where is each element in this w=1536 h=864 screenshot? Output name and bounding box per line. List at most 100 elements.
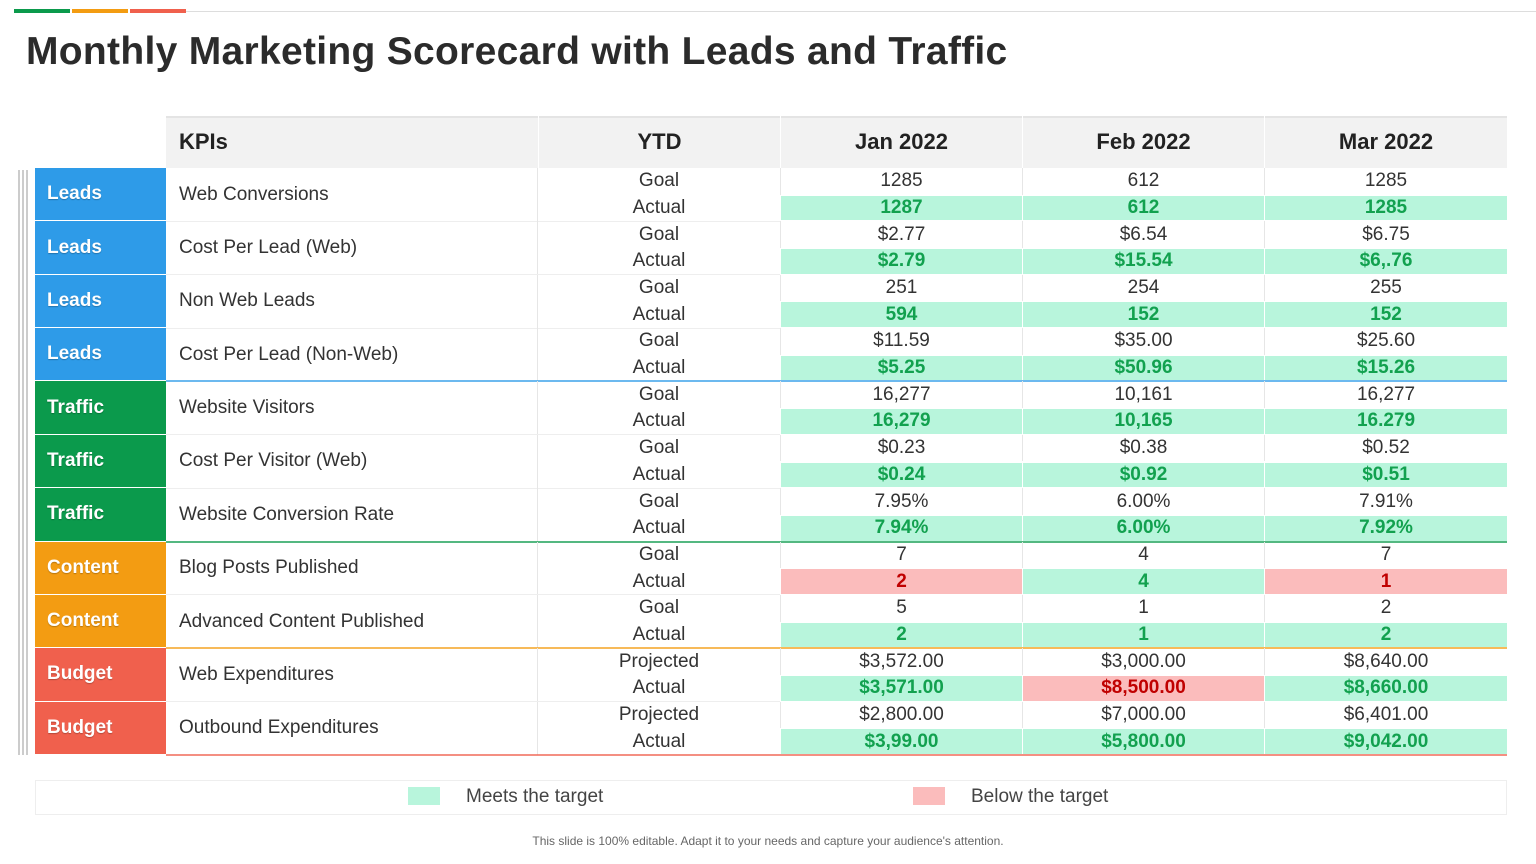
actual-cell: 2 (780, 569, 1022, 594)
category-cell: Traffic (35, 434, 166, 488)
line-label: Actual (632, 730, 686, 752)
line-label: Actual (632, 410, 686, 432)
line-label: Actual (632, 623, 686, 645)
goal-cell: 612 (1022, 168, 1264, 195)
kpi-cell: Cost Per Lead (Web) (166, 221, 538, 275)
actual-cell: $50.96 (1022, 355, 1264, 381)
group-rule (166, 380, 1507, 383)
goal-cell: $6,401.00 (1264, 701, 1507, 729)
line-label: Actual (632, 197, 686, 218)
header-cell: Feb 2022 (1022, 116, 1264, 168)
kpi-cell: Blog Posts Published (166, 541, 538, 595)
actual-cell: 16,279 (780, 409, 1022, 434)
kpi-cell: Website Conversion Rate (166, 488, 538, 542)
row-rule (166, 327, 780, 329)
accent-bar (130, 9, 186, 13)
actual-cell: 594 (780, 302, 1022, 328)
goal-cell: $0.38 (1022, 434, 1264, 462)
kpi-cell: Website Visitors (166, 381, 538, 435)
actual-cell: $3,571.00 (780, 675, 1022, 701)
line-label: Projected (618, 650, 700, 672)
header-bg (166, 116, 1507, 168)
footer-note: This slide is 100% editable. Adapt it to… (532, 834, 1004, 848)
line-label: Actual (632, 677, 686, 699)
goal-cell: 4 (1022, 541, 1264, 569)
actual-cell: 2 (780, 622, 1022, 648)
category-cell: Budget (35, 701, 166, 754)
row-rule (166, 594, 780, 596)
category-cell: Traffic (35, 488, 166, 541)
kpi-cell: Cost Per Visitor (Web) (166, 434, 538, 489)
legend-swatch (408, 787, 440, 805)
accent-bar (14, 9, 70, 13)
line-label: Goal (638, 597, 680, 619)
actual-cell: $8,660.00 (1264, 675, 1507, 701)
goal-cell: 1 (1022, 594, 1264, 622)
category-cell: Leads (35, 168, 166, 221)
line-label: Actual (632, 357, 686, 379)
goal-cell: $7,000.00 (1022, 701, 1264, 729)
line-label: Goal (638, 170, 680, 192)
goal-cell: $8,640.00 (1264, 648, 1507, 675)
category-cell: Budget (35, 648, 166, 701)
row-rule (166, 220, 780, 222)
goal-cell: 254 (1022, 274, 1264, 302)
goal-cell: 255 (1264, 274, 1507, 302)
kpi-cell: Web Conversions (166, 168, 538, 222)
actual-cell: $9,042.00 (1264, 729, 1507, 754)
actual-cell: 152 (1022, 302, 1264, 328)
goal-cell: 1285 (780, 168, 1022, 195)
header-cell: YTD (538, 116, 780, 168)
goal-cell: $25.60 (1264, 328, 1507, 355)
line-label: Goal (638, 383, 680, 405)
header-cell: Jan 2022 (780, 116, 1022, 168)
actual-cell: $6,.76 (1264, 249, 1507, 274)
actual-cell: 16.279 (1264, 409, 1507, 434)
actual-cell: $5,800.00 (1022, 729, 1264, 754)
kpi-cell: Non Web Leads (166, 274, 538, 329)
category-cell: Content (35, 594, 166, 648)
actual-cell: 10,165 (1022, 409, 1264, 434)
goal-cell: 1285 (1264, 168, 1507, 195)
line-label: Projected (618, 703, 700, 725)
actual-cell: $15.54 (1022, 249, 1264, 274)
actual-cell: 1 (1264, 569, 1507, 594)
header-cell: KPIs (179, 129, 228, 154)
actual-cell: 7.92% (1264, 515, 1507, 541)
legend-swatch (913, 787, 945, 805)
kpi-cell: Advanced Content Published (166, 594, 538, 649)
category-cell: Leads (35, 274, 166, 328)
goal-cell: 6.00% (1022, 488, 1264, 515)
actual-cell: 1 (1022, 622, 1264, 648)
group-rule (166, 754, 1507, 756)
kpi-cell: Outbound Expenditures (166, 701, 538, 755)
actual-cell: $15.26 (1264, 355, 1507, 381)
actual-cell: $0.24 (780, 462, 1022, 488)
goal-cell: 5 (780, 594, 1022, 622)
line-label: Goal (638, 277, 680, 299)
legend-box (35, 780, 1507, 815)
line-label: Actual (632, 570, 686, 592)
actual-cell: 612 (1022, 195, 1264, 221)
legend-label: Meets the target (466, 786, 604, 807)
category-cell: Leads (35, 328, 166, 381)
row-rule (166, 434, 780, 436)
actual-cell: $3,99.00 (780, 729, 1022, 754)
goal-cell: $6.54 (1022, 221, 1264, 249)
actual-cell: 2 (1264, 622, 1507, 648)
row-rule (166, 701, 780, 703)
goal-cell: $3,572.00 (780, 648, 1022, 675)
actual-cell: $0.51 (1264, 462, 1507, 488)
actual-cell: $2.79 (780, 249, 1022, 274)
goal-cell: 251 (780, 274, 1022, 302)
legend-label: Below the target (971, 786, 1109, 807)
line-label: Actual (632, 517, 686, 539)
category-cell: Content (35, 541, 166, 594)
goal-cell: $2,800.00 (780, 701, 1022, 729)
line-label: Actual (632, 303, 686, 325)
line-label: Goal (638, 223, 680, 245)
goal-cell: 7.95% (780, 488, 1022, 515)
title: Monthly Marketing Scorecard with Leads a… (26, 30, 1008, 73)
